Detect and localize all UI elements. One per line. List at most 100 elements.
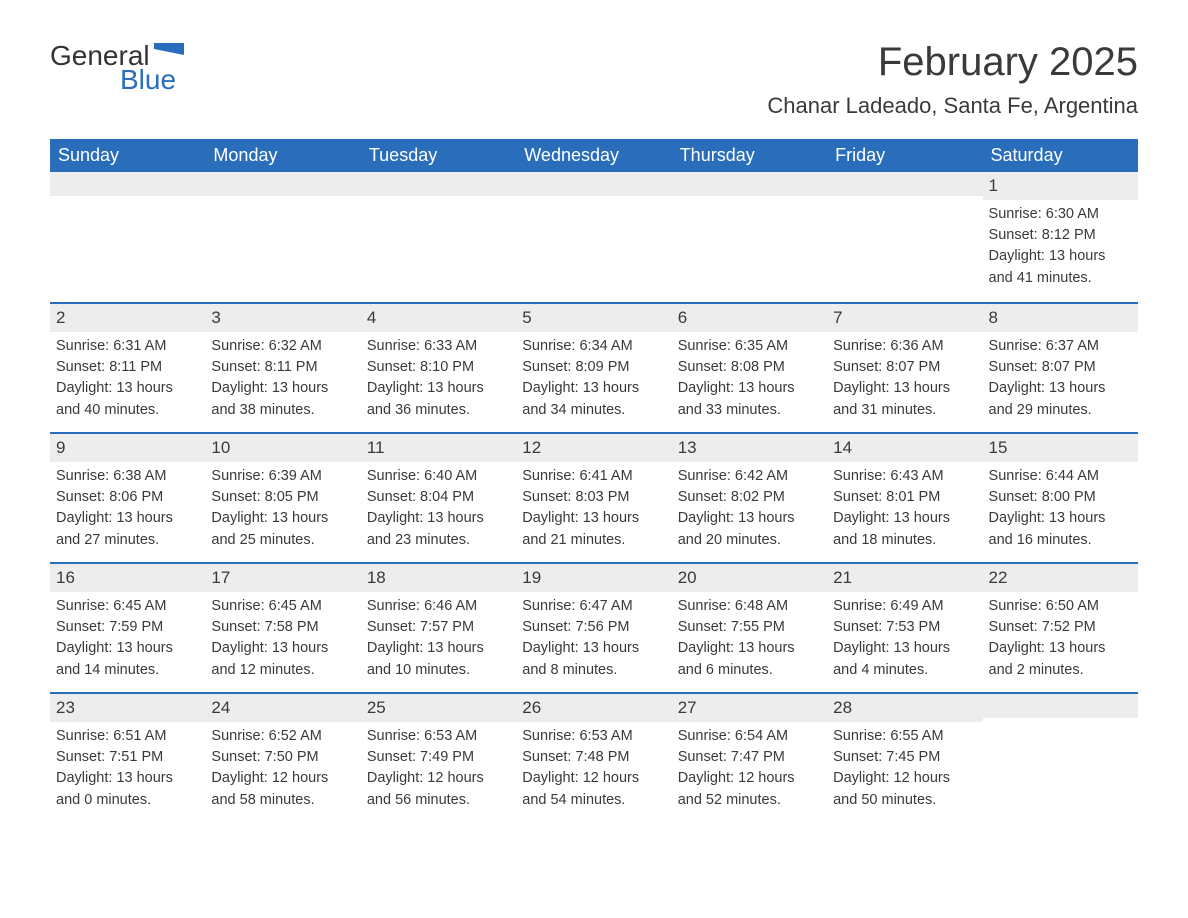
sunset-line: Sunset: 8:00 PM: [989, 487, 1132, 507]
day-number: 8: [983, 304, 1138, 332]
sunrise-line: Sunrise: 6:46 AM: [367, 596, 510, 616]
daylight-line-1: Daylight: 13 hours: [56, 638, 199, 658]
day-body: Sunrise: 6:49 AMSunset: 7:53 PMDaylight:…: [827, 592, 982, 691]
week-row: 23Sunrise: 6:51 AMSunset: 7:51 PMDayligh…: [50, 692, 1138, 822]
day-body: Sunrise: 6:44 AMSunset: 8:00 PMDaylight:…: [983, 462, 1138, 561]
day-cell: 28Sunrise: 6:55 AMSunset: 7:45 PMDayligh…: [827, 694, 982, 822]
day-body: Sunrise: 6:48 AMSunset: 7:55 PMDaylight:…: [672, 592, 827, 691]
sunset-line: Sunset: 8:08 PM: [678, 357, 821, 377]
daylight-line-1: Daylight: 13 hours: [211, 638, 354, 658]
day-number: 18: [361, 564, 516, 592]
week-row: 9Sunrise: 6:38 AMSunset: 8:06 PMDaylight…: [50, 432, 1138, 562]
day-number: 11: [361, 434, 516, 462]
sunrise-line: Sunrise: 6:30 AM: [989, 204, 1132, 224]
daylight-line-1: Daylight: 13 hours: [211, 508, 354, 528]
weekday-label: Thursday: [672, 139, 827, 172]
day-cell: 16Sunrise: 6:45 AMSunset: 7:59 PMDayligh…: [50, 564, 205, 692]
day-cell: [983, 694, 1138, 822]
sunrise-line: Sunrise: 6:31 AM: [56, 336, 199, 356]
daylight-line-2: and 36 minutes.: [367, 400, 510, 420]
daylight-line-1: Daylight: 12 hours: [211, 768, 354, 788]
sunrise-line: Sunrise: 6:32 AM: [211, 336, 354, 356]
day-cell: 21Sunrise: 6:49 AMSunset: 7:53 PMDayligh…: [827, 564, 982, 692]
daylight-line-2: and 34 minutes.: [522, 400, 665, 420]
day-number: 6: [672, 304, 827, 332]
day-body: Sunrise: 6:53 AMSunset: 7:48 PMDaylight:…: [516, 722, 671, 821]
daylight-line-2: and 18 minutes.: [833, 530, 976, 550]
day-number: [827, 172, 982, 196]
daylight-line-2: and 23 minutes.: [367, 530, 510, 550]
daylight-line-1: Daylight: 13 hours: [56, 508, 199, 528]
day-body: Sunrise: 6:45 AMSunset: 7:58 PMDaylight:…: [205, 592, 360, 691]
day-number: 13: [672, 434, 827, 462]
daylight-line-2: and 21 minutes.: [522, 530, 665, 550]
day-body: Sunrise: 6:39 AMSunset: 8:05 PMDaylight:…: [205, 462, 360, 561]
daylight-line-2: and 2 minutes.: [989, 660, 1132, 680]
day-body: Sunrise: 6:51 AMSunset: 7:51 PMDaylight:…: [50, 722, 205, 821]
sunrise-line: Sunrise: 6:45 AM: [56, 596, 199, 616]
sunset-line: Sunset: 7:50 PM: [211, 747, 354, 767]
day-body: Sunrise: 6:38 AMSunset: 8:06 PMDaylight:…: [50, 462, 205, 561]
daylight-line-2: and 29 minutes.: [989, 400, 1132, 420]
daylight-line-1: Daylight: 13 hours: [833, 638, 976, 658]
day-cell: 26Sunrise: 6:53 AMSunset: 7:48 PMDayligh…: [516, 694, 671, 822]
day-number: [50, 172, 205, 196]
day-cell: [50, 172, 205, 302]
day-cell: [827, 172, 982, 302]
title-block: February 2025 Chanar Ladeado, Santa Fe, …: [767, 40, 1138, 119]
day-cell: 15Sunrise: 6:44 AMSunset: 8:00 PMDayligh…: [983, 434, 1138, 562]
sunset-line: Sunset: 7:52 PM: [989, 617, 1132, 637]
sunrise-line: Sunrise: 6:41 AM: [522, 466, 665, 486]
daylight-line-2: and 54 minutes.: [522, 790, 665, 810]
sunrise-line: Sunrise: 6:48 AM: [678, 596, 821, 616]
daylight-line-2: and 38 minutes.: [211, 400, 354, 420]
logo: General Blue: [50, 40, 184, 96]
day-number: 9: [50, 434, 205, 462]
daylight-line-2: and 4 minutes.: [833, 660, 976, 680]
day-number: 10: [205, 434, 360, 462]
day-cell: 25Sunrise: 6:53 AMSunset: 7:49 PMDayligh…: [361, 694, 516, 822]
daylight-line-1: Daylight: 13 hours: [678, 378, 821, 398]
daylight-line-2: and 6 minutes.: [678, 660, 821, 680]
weekday-label: Tuesday: [361, 139, 516, 172]
day-body: Sunrise: 6:54 AMSunset: 7:47 PMDaylight:…: [672, 722, 827, 821]
sunset-line: Sunset: 8:07 PM: [989, 357, 1132, 377]
day-number: 7: [827, 304, 982, 332]
daylight-line-2: and 0 minutes.: [56, 790, 199, 810]
day-number: 23: [50, 694, 205, 722]
daylight-line-1: Daylight: 13 hours: [989, 638, 1132, 658]
sunrise-line: Sunrise: 6:53 AM: [522, 726, 665, 746]
daylight-line-2: and 33 minutes.: [678, 400, 821, 420]
weekday-label: Saturday: [983, 139, 1138, 172]
day-number: 28: [827, 694, 982, 722]
daylight-line-2: and 41 minutes.: [989, 268, 1132, 288]
daylight-line-2: and 58 minutes.: [211, 790, 354, 810]
day-cell: 17Sunrise: 6:45 AMSunset: 7:58 PMDayligh…: [205, 564, 360, 692]
day-number: 1: [983, 172, 1138, 200]
sunset-line: Sunset: 7:53 PM: [833, 617, 976, 637]
daylight-line-1: Daylight: 13 hours: [522, 638, 665, 658]
sunset-line: Sunset: 8:09 PM: [522, 357, 665, 377]
daylight-line-1: Daylight: 12 hours: [522, 768, 665, 788]
daylight-line-2: and 14 minutes.: [56, 660, 199, 680]
week-row: 1Sunrise: 6:30 AMSunset: 8:12 PMDaylight…: [50, 172, 1138, 302]
sunrise-line: Sunrise: 6:42 AM: [678, 466, 821, 486]
day-body: Sunrise: 6:46 AMSunset: 7:57 PMDaylight:…: [361, 592, 516, 691]
day-body: Sunrise: 6:47 AMSunset: 7:56 PMDaylight:…: [516, 592, 671, 691]
day-cell: 12Sunrise: 6:41 AMSunset: 8:03 PMDayligh…: [516, 434, 671, 562]
day-cell: 24Sunrise: 6:52 AMSunset: 7:50 PMDayligh…: [205, 694, 360, 822]
daylight-line-1: Daylight: 13 hours: [989, 246, 1132, 266]
sunrise-line: Sunrise: 6:51 AM: [56, 726, 199, 746]
daylight-line-1: Daylight: 13 hours: [522, 508, 665, 528]
sunset-line: Sunset: 8:07 PM: [833, 357, 976, 377]
daylight-line-1: Daylight: 13 hours: [833, 508, 976, 528]
day-number: 4: [361, 304, 516, 332]
day-body: Sunrise: 6:41 AMSunset: 8:03 PMDaylight:…: [516, 462, 671, 561]
day-cell: 22Sunrise: 6:50 AMSunset: 7:52 PMDayligh…: [983, 564, 1138, 692]
weekday-label: Sunday: [50, 139, 205, 172]
sunset-line: Sunset: 7:48 PM: [522, 747, 665, 767]
sunrise-line: Sunrise: 6:36 AM: [833, 336, 976, 356]
day-body: Sunrise: 6:33 AMSunset: 8:10 PMDaylight:…: [361, 332, 516, 431]
day-number: 14: [827, 434, 982, 462]
weekday-label: Monday: [205, 139, 360, 172]
